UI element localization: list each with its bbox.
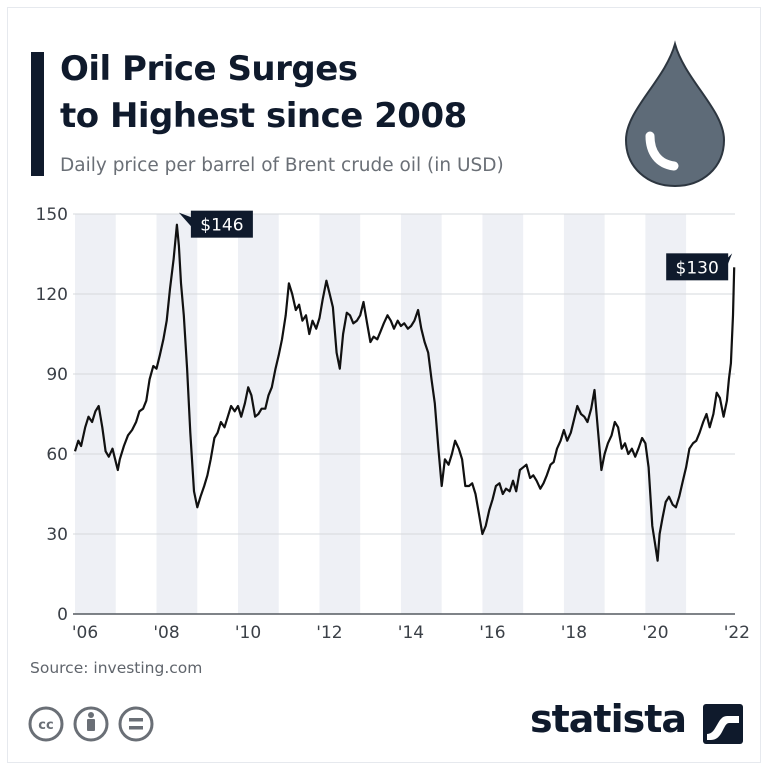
year-band-2012 bbox=[319, 214, 361, 614]
y-tick-label: 30 bbox=[46, 525, 68, 545]
title-line-1: Oil Price Surges bbox=[60, 49, 358, 89]
x-tick-label: '06 bbox=[72, 623, 98, 643]
annotation-label: $130 bbox=[666, 253, 733, 281]
gridlines bbox=[73, 213, 735, 615]
cc-icon: cc bbox=[28, 706, 64, 742]
annotation-label: $146 bbox=[178, 210, 253, 238]
attribution-icon bbox=[73, 706, 109, 742]
y-axis-ticks: 0 30 60 90 120 150 bbox=[36, 205, 68, 625]
statista-wordmark: statista bbox=[530, 697, 687, 741]
year-band-2020 bbox=[645, 214, 687, 614]
license-icons: cc bbox=[28, 706, 154, 742]
y-tick-label: 90 bbox=[46, 365, 68, 385]
title-line-2: to Highest since 2008 bbox=[60, 96, 467, 136]
source-note: Source: investing.com bbox=[30, 659, 203, 677]
annotation-text: $130 bbox=[676, 258, 719, 278]
year-band-2018 bbox=[563, 214, 605, 614]
y-tick-label: 120 bbox=[36, 285, 68, 305]
x-tick-label: '12 bbox=[316, 623, 342, 643]
annotation-text: $146 bbox=[200, 216, 243, 236]
no-derivatives-icon bbox=[118, 706, 154, 742]
page-title: Oil Price Surges to Highest since 2008 bbox=[60, 46, 467, 140]
annotation-box bbox=[666, 253, 729, 281]
annotation-box bbox=[190, 210, 253, 238]
page-subtitle: Daily price per barrel of Brent crude oi… bbox=[60, 155, 504, 176]
x-tick-label: '18 bbox=[561, 623, 587, 643]
x-tick-label: '20 bbox=[642, 623, 668, 643]
year-bands bbox=[75, 214, 687, 614]
oil-drop-icon bbox=[624, 40, 726, 188]
annotations: $146 $130 bbox=[178, 210, 733, 281]
svg-text:cc: cc bbox=[38, 718, 53, 733]
x-tick-label: '14 bbox=[398, 623, 424, 643]
year-band-2016 bbox=[482, 214, 524, 614]
x-tick-label: '10 bbox=[235, 623, 261, 643]
x-tick-label: '08 bbox=[153, 623, 179, 643]
y-tick-label: 150 bbox=[36, 205, 68, 225]
x-tick-label: '16 bbox=[479, 623, 505, 643]
x-tick-label: '22 bbox=[724, 623, 750, 643]
title-accent-bar bbox=[31, 52, 44, 176]
statista-logo-icon bbox=[703, 704, 743, 744]
price-line bbox=[73, 223, 736, 562]
year-band-2008 bbox=[156, 214, 198, 614]
x-axis-ticks: '06 '08 '10 '12 '14 '16 '18 '20 '22 bbox=[72, 623, 750, 643]
y-tick-label: 60 bbox=[46, 445, 68, 465]
y-tick-label: 0 bbox=[57, 605, 68, 625]
